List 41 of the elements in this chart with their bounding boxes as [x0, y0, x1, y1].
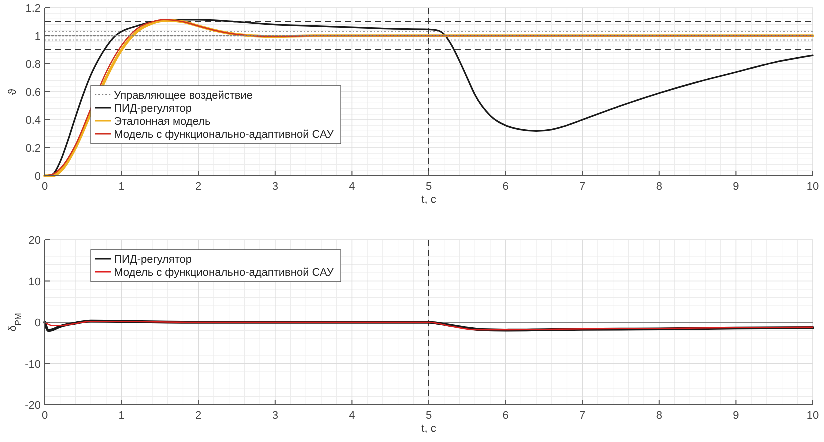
x-tick-label: 4 [349, 410, 356, 422]
x-axis-title: t, с [422, 423, 437, 435]
legend-label: Эталонная модель [114, 116, 211, 128]
y-tick-label: 0 [34, 318, 41, 330]
y-tick-label: 0.4 [26, 115, 41, 127]
y-tick-label: 10 [28, 276, 41, 288]
x-tick-label: 7 [580, 410, 586, 422]
y-tick-label: 0.6 [26, 87, 41, 99]
x-tick-label: 2 [196, 181, 202, 193]
legend-label: Модель с функционально-адаптивной САУ [114, 129, 335, 141]
x-tick-label: 6 [502, 410, 509, 422]
legend-label: Управляющее воздействие [114, 90, 254, 102]
y-tick-label: -20 [25, 400, 41, 412]
legend-label: Модель с функционально-адаптивной САУ [114, 267, 335, 279]
y-tick-label: 0 [34, 171, 41, 183]
x-tick-label: 10 [806, 181, 820, 193]
x-tick-label: 9 [733, 410, 740, 422]
y-axis-title: ϑ [7, 88, 19, 96]
x-tick-label: 7 [580, 181, 586, 193]
x-tick-label: 5 [426, 410, 432, 422]
x-tick-label: 2 [196, 410, 202, 422]
y-tick-label: 1.2 [26, 3, 41, 15]
x-tick-label: 8 [656, 181, 662, 193]
x-axis-title: t, с [422, 194, 437, 206]
x-tick-label: 9 [733, 181, 740, 193]
x-tick-label: 1 [118, 181, 125, 193]
y-tick-label: 0.8 [26, 59, 41, 71]
x-tick-label: 5 [426, 181, 432, 193]
legend-label: ПИД-регулятор [114, 103, 192, 115]
x-tick-label: 8 [656, 410, 662, 422]
y-tick-label: 0.2 [26, 143, 41, 155]
x-tick-label: 3 [272, 181, 278, 193]
y-tick-label: 20 [28, 235, 41, 247]
x-tick-label: 1 [118, 410, 125, 422]
x-tick-label: 6 [502, 181, 509, 193]
y-tick-label: 1 [34, 31, 41, 43]
x-tick-label: 10 [806, 410, 820, 422]
legend-label: ПИД-регулятор [114, 254, 192, 266]
y-tick-label: -10 [25, 358, 41, 371]
x-tick-label: 3 [272, 410, 278, 422]
x-tick-label: 4 [349, 181, 356, 193]
